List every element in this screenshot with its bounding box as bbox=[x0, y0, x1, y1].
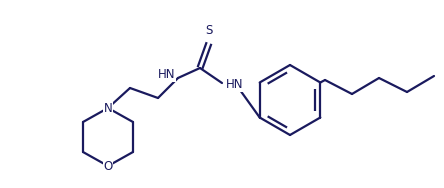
Text: HN: HN bbox=[158, 68, 175, 82]
Text: S: S bbox=[205, 24, 213, 37]
Text: O: O bbox=[103, 159, 113, 173]
Text: HN: HN bbox=[226, 79, 243, 92]
Text: N: N bbox=[103, 102, 112, 114]
